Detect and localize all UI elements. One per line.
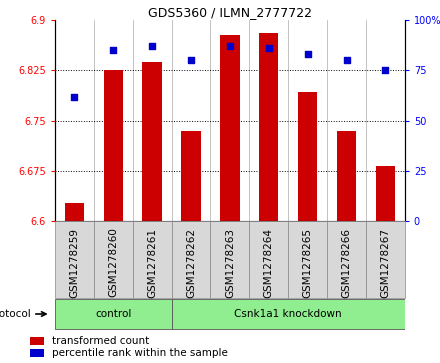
Bar <box>376 166 395 221</box>
FancyBboxPatch shape <box>55 221 94 298</box>
Bar <box>103 70 123 221</box>
Bar <box>220 35 240 221</box>
Bar <box>143 62 162 221</box>
Text: protocol: protocol <box>0 309 30 319</box>
Text: Csnk1a1 knockdown: Csnk1a1 knockdown <box>235 309 342 319</box>
FancyBboxPatch shape <box>94 221 133 298</box>
Bar <box>30 349 44 357</box>
FancyBboxPatch shape <box>55 299 172 329</box>
FancyBboxPatch shape <box>249 221 288 298</box>
Text: control: control <box>95 309 132 319</box>
Text: GSM1278263: GSM1278263 <box>225 228 235 298</box>
Point <box>110 47 117 53</box>
Title: GDS5360 / ILMN_2777722: GDS5360 / ILMN_2777722 <box>148 6 312 19</box>
FancyBboxPatch shape <box>133 221 172 298</box>
Text: GSM1278262: GSM1278262 <box>186 228 196 298</box>
Text: GSM1278266: GSM1278266 <box>341 228 352 298</box>
Point <box>382 68 389 73</box>
Bar <box>298 92 317 221</box>
Text: GSM1278261: GSM1278261 <box>147 228 157 298</box>
Bar <box>65 203 84 221</box>
Point <box>71 94 78 99</box>
Text: GSM1278260: GSM1278260 <box>108 228 118 297</box>
Text: GSM1278265: GSM1278265 <box>303 228 313 298</box>
Text: percentile rank within the sample: percentile rank within the sample <box>52 348 227 358</box>
Point <box>304 51 311 57</box>
Bar <box>337 131 356 221</box>
Bar <box>30 337 44 346</box>
Text: GSM1278264: GSM1278264 <box>264 228 274 298</box>
Point <box>149 43 156 49</box>
Point <box>227 43 234 49</box>
FancyBboxPatch shape <box>366 221 405 298</box>
FancyBboxPatch shape <box>172 299 405 329</box>
Text: transformed count: transformed count <box>52 337 149 346</box>
FancyBboxPatch shape <box>210 221 249 298</box>
Text: GSM1278267: GSM1278267 <box>380 228 390 298</box>
Point <box>343 57 350 63</box>
Point <box>265 45 272 51</box>
FancyBboxPatch shape <box>288 221 327 298</box>
Point <box>187 57 194 63</box>
Text: GSM1278259: GSM1278259 <box>70 228 80 298</box>
Bar <box>181 131 201 221</box>
FancyBboxPatch shape <box>327 221 366 298</box>
FancyBboxPatch shape <box>172 221 210 298</box>
Bar <box>259 33 279 221</box>
